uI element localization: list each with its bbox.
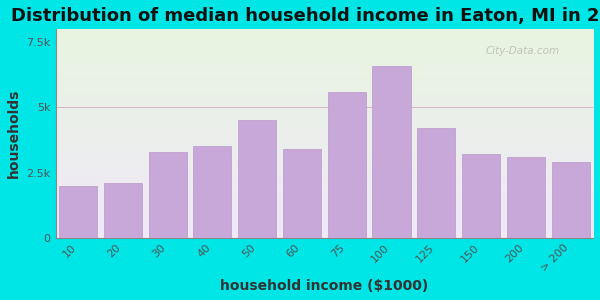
Bar xyxy=(417,128,455,238)
Bar xyxy=(193,146,232,238)
Bar xyxy=(551,162,590,238)
X-axis label: household income ($1000): household income ($1000) xyxy=(220,279,428,293)
Bar xyxy=(283,149,321,238)
Y-axis label: households: households xyxy=(7,89,21,178)
Text: City-Data.com: City-Data.com xyxy=(485,46,560,56)
Bar xyxy=(238,120,276,238)
Bar xyxy=(328,92,366,238)
Bar xyxy=(149,152,187,238)
Bar xyxy=(462,154,500,238)
Bar xyxy=(507,157,545,238)
Bar xyxy=(373,66,410,238)
Title: Distribution of median household income in Eaton, MI in 2021: Distribution of median household income … xyxy=(11,7,600,25)
Bar xyxy=(104,183,142,238)
Bar xyxy=(59,185,97,238)
